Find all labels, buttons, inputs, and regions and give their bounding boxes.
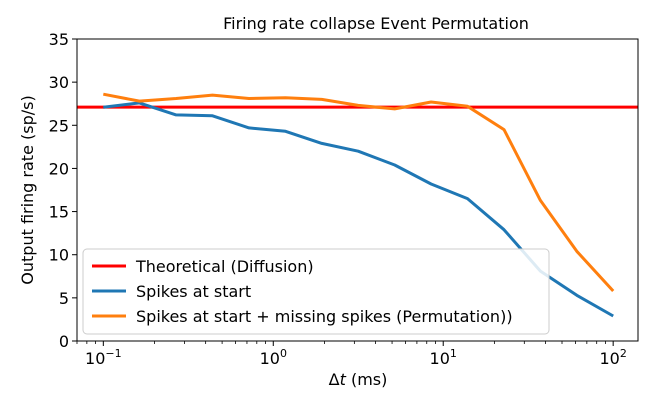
x-tick-label: 10−1	[85, 347, 122, 368]
legend: Theoretical (Diffusion) Spikes at start Sp…	[82, 248, 550, 335]
y-tick-label: 5	[59, 289, 69, 308]
y-tick-label: 25	[49, 116, 69, 135]
y-tick-label: 35	[49, 30, 69, 49]
series-line	[103, 92, 615, 293]
y-tick-label: 0	[59, 332, 69, 351]
legend-box	[82, 248, 550, 335]
x-axis-label-variable: t	[340, 370, 347, 389]
chart-title: Firing rate collapse Event Permutation	[223, 14, 529, 33]
y-axis-label: Output firing rate (sp/s)	[18, 95, 37, 284]
plot-frame	[76, 38, 639, 342]
y-tick-label: 30	[49, 73, 69, 92]
legend-entry-label: Spikes at start	[136, 282, 251, 301]
y-tick-label: 15	[49, 203, 69, 222]
legend-entry-label: Spikes at start + missing spikes (Permut…	[136, 307, 513, 326]
y-tick-label: 20	[49, 159, 69, 178]
y-tick-label: 10	[49, 246, 69, 265]
x-axis-label: Δt (ms)	[329, 370, 388, 389]
legend-entry-label: Theoretical (Diffusion)	[135, 257, 314, 276]
x-tick-label: 101	[430, 347, 457, 368]
x-axis: 10−1 100 101 102	[76, 341, 627, 368]
x-tick-label: 102	[599, 347, 626, 368]
x-tick-label: 100	[260, 347, 287, 368]
y-axis: 0 5 10 15 20 25 30 35	[49, 30, 77, 351]
x-axis-label-prefix: Δ	[329, 370, 340, 389]
x-axis-label-unit: (ms)	[346, 370, 388, 389]
